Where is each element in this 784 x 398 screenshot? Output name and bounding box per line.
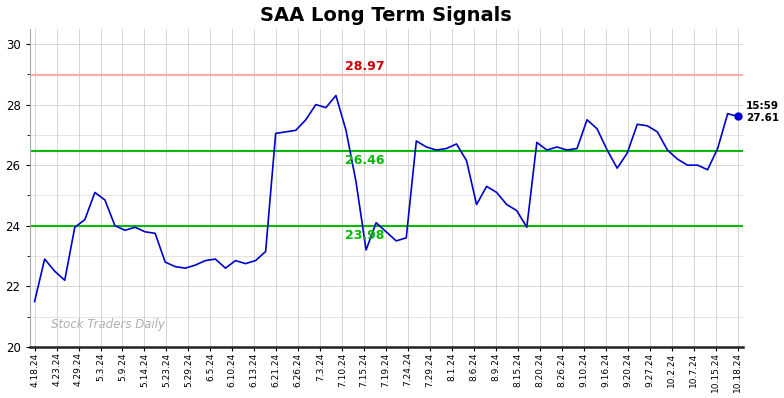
Title: SAA Long Term Signals: SAA Long Term Signals <box>260 6 512 25</box>
Text: 15:59
27.61: 15:59 27.61 <box>746 101 779 123</box>
Text: 28.97: 28.97 <box>345 60 384 73</box>
Text: Stock Traders Daily: Stock Traders Daily <box>51 318 165 331</box>
Text: 23.98: 23.98 <box>345 229 384 242</box>
Text: 26.46: 26.46 <box>345 154 384 167</box>
